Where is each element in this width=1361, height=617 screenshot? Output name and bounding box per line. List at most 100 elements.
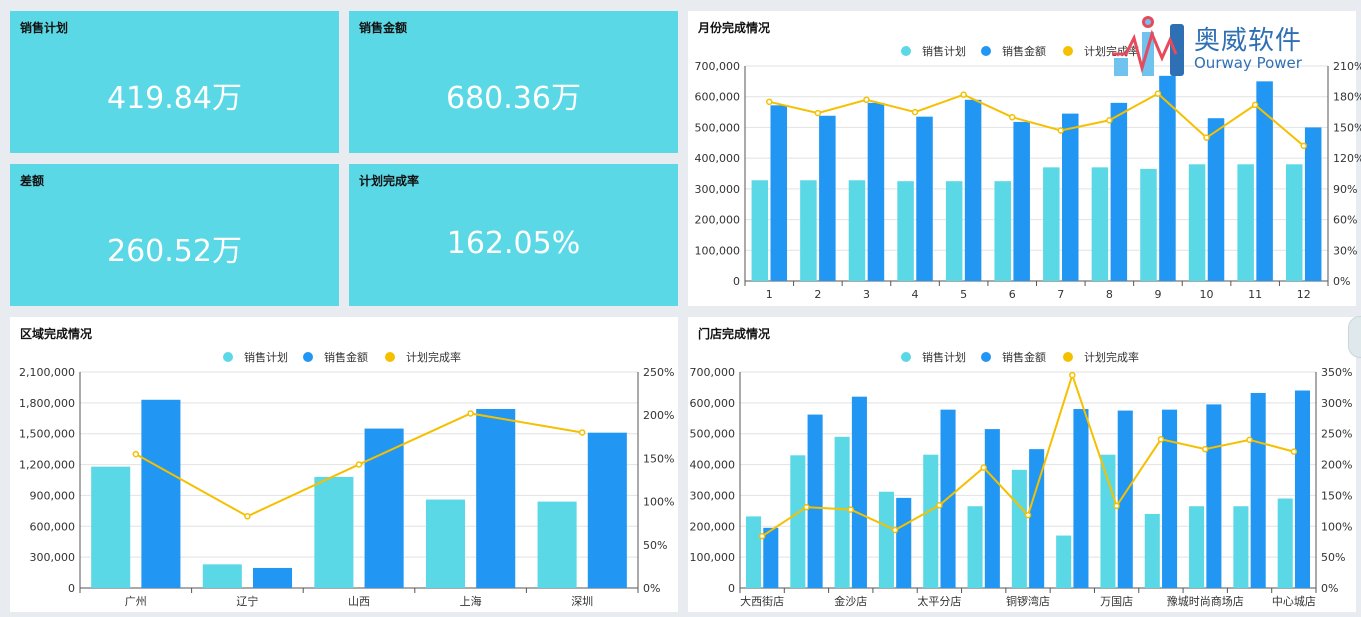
kpi-difference: 差额 260.52万 <box>10 164 339 306</box>
rate-point <box>355 461 363 468</box>
bar-plan <box>1144 513 1160 588</box>
rate-point <box>1246 436 1253 444</box>
y2-tick-label: 50% <box>643 539 667 552</box>
rate-point <box>244 513 251 520</box>
y2-tick-label: 50% <box>1321 551 1345 564</box>
y2-tick-label: 250% <box>643 366 674 379</box>
side-expand-button[interactable] <box>1348 316 1361 358</box>
legend-marker <box>303 352 313 362</box>
rate-point <box>1106 117 1113 124</box>
x-tick-label: 山西 <box>348 595 370 608</box>
y-tick-label: 0 <box>728 582 735 595</box>
legend-label: 销售金额 <box>1002 350 1046 364</box>
rate-point <box>960 91 967 98</box>
bar-plan <box>1091 167 1109 281</box>
bar-amount <box>252 567 293 588</box>
bar-amount <box>1159 75 1176 281</box>
kpi-sales-amount: 销售金额 680.36万 <box>349 11 678 153</box>
y-tick-label: 400,000 <box>695 152 741 165</box>
kpi-label: 计划完成率 <box>359 174 420 188</box>
y2-tick-label: 120% <box>1333 152 1361 165</box>
y-tick-label: 600,000 <box>30 520 76 533</box>
kpi-value: 162.05% <box>446 226 581 261</box>
rate-point <box>891 526 899 534</box>
legend-marker <box>385 352 395 362</box>
bar-plan <box>1233 506 1249 588</box>
bar-amount <box>141 399 181 588</box>
bar-amount <box>1013 121 1030 282</box>
bar-amount <box>1250 392 1266 588</box>
panel-region: 区域完成情况 销售计划 销售金额 计划完成率 0 300,000 600,000 900,0… <box>10 317 678 612</box>
bar-plan <box>848 180 866 281</box>
kpi-value: 680.36万 <box>446 81 581 116</box>
legend-marker <box>1063 46 1073 56</box>
bar-amount <box>763 527 779 588</box>
y2-tick-label: 30% <box>1333 244 1357 257</box>
y-tick-label: 1,500,000 <box>19 428 75 441</box>
bar-plan <box>923 454 939 588</box>
bar-plan <box>1056 535 1072 588</box>
legend-marker <box>981 46 991 56</box>
rate-point <box>1069 371 1076 379</box>
legend-marker <box>901 46 911 56</box>
legend-marker <box>223 352 233 362</box>
monthly-chart: 销售计划 销售金额 计划完成率0100,000200,000300,000400,0… <box>695 44 1361 301</box>
y2-tick-label: 0% <box>1321 582 1338 595</box>
chart-title: 门店完成情况 <box>698 327 771 341</box>
kpi-label: 销售金额 <box>359 21 408 35</box>
x-tick-label: 6 <box>1009 288 1016 301</box>
y-tick-label: 1,200,000 <box>19 459 75 472</box>
y2-tick-label: 210% <box>1333 60 1361 73</box>
bar-plan <box>994 181 1011 281</box>
y-tick-label: 300,000 <box>690 489 736 502</box>
y-tick-label: 400,000 <box>690 459 736 472</box>
rate-point <box>467 410 474 417</box>
kpi-completion-rate: 计划完成率 162.05% <box>349 164 678 306</box>
panel-monthly: 月份完成情况 销售计划 销售金额 计划完成率 0 100,000 200,000 300,0… <box>688 11 1361 306</box>
bar-amount <box>1207 118 1225 281</box>
bar-plan <box>897 181 914 281</box>
bar-amount <box>1029 449 1045 588</box>
x-tick-label: 万国店 <box>1100 594 1133 608</box>
y2-tick-label: 0% <box>643 582 660 595</box>
bar-plan <box>1285 164 1303 281</box>
y-tick-label: 0 <box>68 582 75 595</box>
bar-plan <box>745 516 762 588</box>
x-tick-label: 7 <box>1057 288 1064 301</box>
kpi-sales-plan: 销售计划 419.84万 <box>10 11 339 153</box>
bar-plan <box>1011 469 1027 588</box>
legend-label: 销售计划 <box>922 350 966 364</box>
bar-amount <box>867 102 885 281</box>
logo-cn-text: 奥威软件 <box>1194 26 1303 56</box>
y-tick-label: 100,000 <box>690 551 736 564</box>
legend-label: 销售金额 <box>324 350 368 364</box>
kpi-value: 419.84万 <box>107 81 242 116</box>
bar-plan <box>91 466 131 588</box>
y2-tick-label: 200% <box>1321 459 1352 472</box>
kpi-label: 销售计划 <box>20 21 69 35</box>
bar-amount <box>819 115 836 281</box>
bar-amount <box>1304 127 1322 281</box>
rate-point <box>1201 445 1209 453</box>
y2-tick-label: 150% <box>1333 121 1361 134</box>
y-tick-label: 200,000 <box>695 214 741 227</box>
bar-amount <box>1162 409 1178 588</box>
bar-amount <box>587 432 627 588</box>
x-tick-label: 8 <box>1106 288 1113 301</box>
rate-point <box>758 532 766 540</box>
bar-amount <box>851 396 867 588</box>
rate-point <box>863 96 870 104</box>
y-tick-label: 200,000 <box>690 520 736 533</box>
bar-plan <box>945 181 963 281</box>
chart-title: 区域完成情况 <box>20 327 93 341</box>
store-chart: 销售计划 销售金额 计划完成率 0 100,000 200,000 300,000 400,0… <box>690 350 1353 608</box>
rate-point <box>1251 101 1259 109</box>
bar-plan <box>878 491 894 588</box>
bar-amount <box>364 428 404 588</box>
logo-en-text: Ourway Power <box>1194 54 1302 72</box>
legend-label: 计划完成率 <box>1084 350 1139 364</box>
y-tick-label: 500,000 <box>690 428 736 441</box>
legend-label: 销售金额 <box>1002 44 1046 58</box>
bar-plan <box>751 180 769 281</box>
rate-point <box>936 502 943 509</box>
